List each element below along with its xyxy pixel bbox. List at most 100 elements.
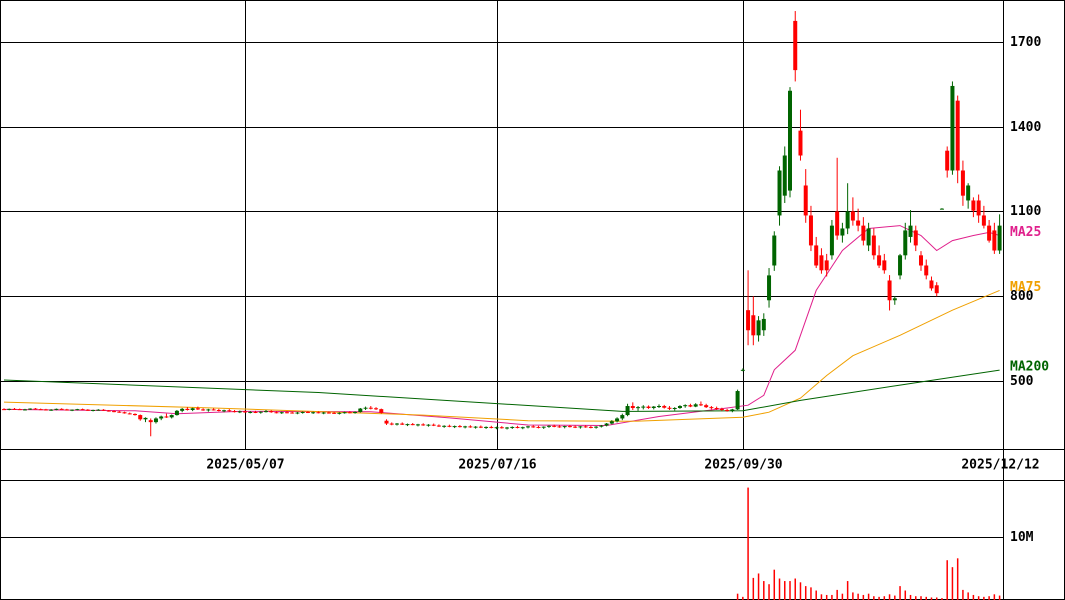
volume-bar xyxy=(883,596,886,600)
candle-body xyxy=(672,408,677,410)
volume-bar xyxy=(909,594,912,600)
candle-body xyxy=(185,408,190,410)
volume-bar xyxy=(852,592,854,600)
volume-bar xyxy=(915,596,917,600)
candle-body xyxy=(756,320,761,336)
candle-body xyxy=(615,418,620,422)
candle-body xyxy=(274,412,279,414)
candle-body xyxy=(258,411,263,413)
candle-body xyxy=(913,230,918,246)
volume-bar xyxy=(998,595,1001,600)
candle-body xyxy=(22,409,27,411)
candle-body xyxy=(80,409,85,411)
volume-bar xyxy=(820,594,823,600)
ma-line xyxy=(3,369,1000,412)
candle-body xyxy=(290,412,295,414)
candle-body xyxy=(227,410,232,412)
volume-bar xyxy=(857,593,859,600)
candle-body xyxy=(190,408,195,410)
candle-body xyxy=(526,426,530,428)
candle-body xyxy=(499,427,504,429)
candle-body xyxy=(871,235,876,256)
candle-body xyxy=(850,211,855,221)
candle-body xyxy=(452,426,457,428)
candle-body xyxy=(808,215,813,246)
candle-body xyxy=(127,413,132,415)
volume-bar xyxy=(841,593,844,600)
volume-bar xyxy=(899,586,901,600)
candle-body xyxy=(588,426,593,428)
candle-body xyxy=(431,424,436,426)
candle-body xyxy=(305,411,310,413)
candle-body xyxy=(693,404,698,407)
candle-body xyxy=(966,185,971,201)
candle-body xyxy=(300,411,305,413)
candle-body xyxy=(751,315,756,336)
candle-body xyxy=(709,407,714,409)
candle-body xyxy=(232,411,237,413)
candle-body xyxy=(326,412,331,414)
candle-body xyxy=(856,220,861,226)
candle-body xyxy=(829,225,834,256)
volume-bar xyxy=(993,594,996,600)
candle-body xyxy=(510,426,515,428)
candle-body xyxy=(216,409,221,411)
candle-body xyxy=(630,406,635,409)
candle-body xyxy=(594,426,599,428)
y-tick-label: 500 xyxy=(1010,374,1034,389)
candle-body xyxy=(845,211,850,229)
candle-body xyxy=(981,215,986,226)
candle-body xyxy=(169,415,174,418)
volume-bar xyxy=(972,594,975,600)
volume-bar xyxy=(878,596,880,600)
candle-body xyxy=(279,412,284,414)
candle-body xyxy=(919,255,923,266)
candle-body xyxy=(814,245,819,266)
volume-bar xyxy=(867,593,870,600)
candle-body xyxy=(243,411,248,413)
ma-line xyxy=(3,225,1000,427)
volume-bar xyxy=(773,569,776,600)
candle-body xyxy=(248,411,253,413)
candle-body xyxy=(772,235,777,266)
candle-body xyxy=(746,310,751,331)
candle-body xyxy=(987,225,992,241)
candle-body xyxy=(463,426,468,428)
volume-bar xyxy=(768,584,770,600)
volume-bar xyxy=(941,598,943,600)
candle-body xyxy=(106,410,111,412)
candle-body xyxy=(971,200,976,211)
volume-bar xyxy=(804,586,807,600)
candle-body xyxy=(557,426,562,428)
candle-body xyxy=(117,411,122,413)
volume-bar xyxy=(977,596,980,600)
candle-body xyxy=(264,411,268,413)
candle-body xyxy=(342,412,347,414)
volume-bar xyxy=(925,596,927,600)
candle-body xyxy=(552,425,557,427)
y-tick-label: 1100 xyxy=(1010,204,1041,219)
candle-body xyxy=(939,208,944,210)
volume-bar xyxy=(736,593,739,600)
candle-body xyxy=(945,150,950,171)
volume-bar xyxy=(935,597,938,600)
candle-body xyxy=(384,420,389,424)
volume-bar xyxy=(789,581,791,600)
candle-body xyxy=(683,405,688,407)
candle-body xyxy=(997,225,1002,251)
candle-body xyxy=(91,409,96,411)
candle-body xyxy=(33,408,38,410)
candle-body xyxy=(677,406,682,409)
volume-bar xyxy=(920,596,922,600)
candle-body xyxy=(835,211,840,236)
candle-body xyxy=(541,426,546,428)
volume-bar xyxy=(862,594,865,600)
candle-body xyxy=(133,413,137,416)
legend-label: MA25 xyxy=(1010,225,1041,240)
candle-body xyxy=(824,260,829,271)
volume-bar xyxy=(784,581,786,600)
candle-body xyxy=(599,425,604,427)
candle-body xyxy=(934,285,939,294)
candle-body xyxy=(363,407,368,409)
